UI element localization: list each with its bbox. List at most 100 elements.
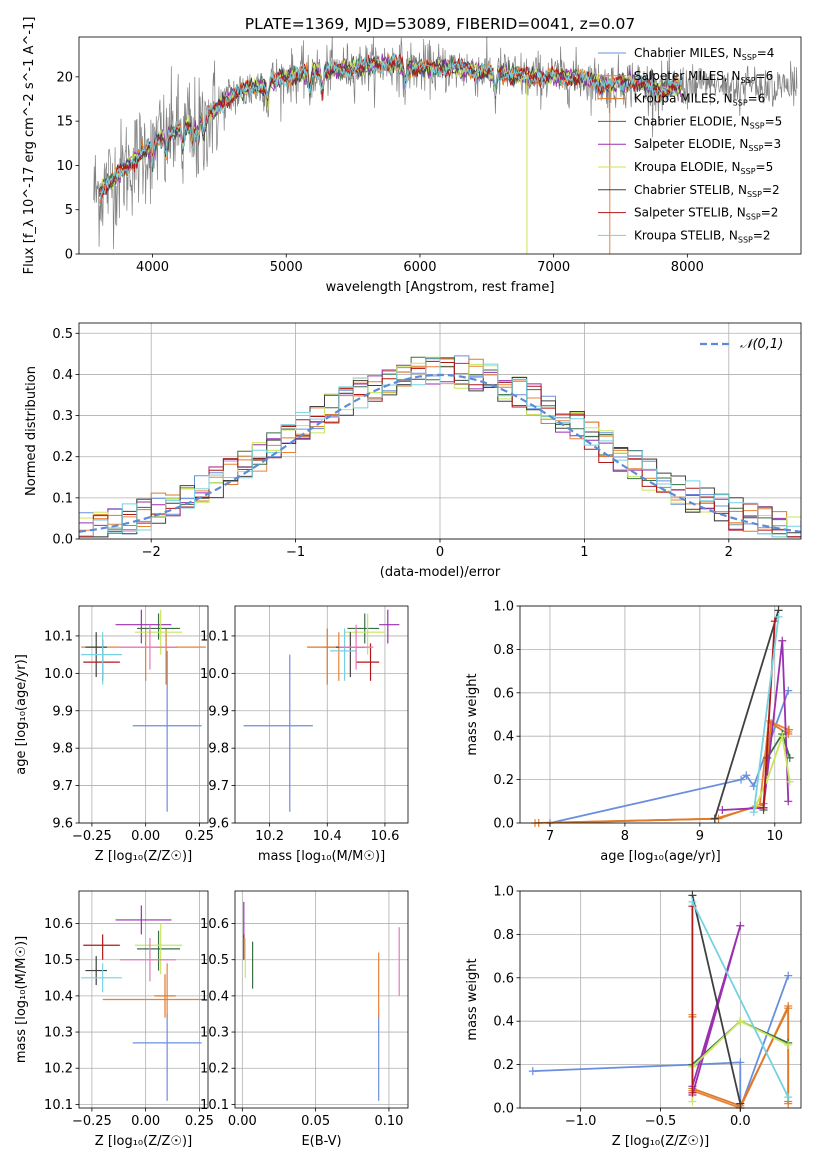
x-tick-label: 10: [766, 829, 783, 844]
y-tick-label: 0.8: [493, 928, 514, 943]
series-marker-krou-stelib: [749, 808, 758, 817]
data-point-salp-elodie: [115, 905, 172, 935]
data-point-krou-stelib: [330, 628, 357, 681]
y-tick-label: 0.3: [52, 409, 73, 424]
y-tick-label: 0.0: [493, 817, 514, 832]
data-point-krou-stelib: [81, 632, 122, 685]
legend-label-sub: SSP: [748, 144, 763, 153]
x-tick-label: 0.05: [301, 1114, 330, 1129]
series-marker-chab-miles: [736, 1058, 745, 1067]
panel-mw_vs_age: 7 8 9 10 0.0 0.2 0.4 0.6 0.8 1.0 age [log₁₀(age/yr…: [465, 600, 802, 864]
y-tick-label: 0.6: [493, 686, 514, 701]
panel-age_vs_mass: 10.2 10.4 10.6 9.6 9.7 9.8 9.9 10.0 10.1 mass [lo…: [200, 605, 409, 864]
x-tick-label: 0.00: [131, 829, 160, 844]
series-line-chab-stelib: [691, 895, 742, 1104]
legend-label-n: =5: [756, 160, 774, 174]
legend-label: Chabrier STELIB, NSSP=2: [634, 183, 780, 199]
y-tick-label: 0.0: [52, 533, 73, 548]
y-axis-label: Normed distribution: [24, 366, 39, 496]
data-point-chab-miles: [132, 1013, 202, 1101]
x-tick-label: −1: [286, 545, 305, 560]
panel-age_vs_Z: −0.25 0.00 0.25 9.6 9.7 9.8 9.9 10.0 10.1 Z [log₁…: [14, 605, 214, 864]
legend-label-sub: SSP: [750, 121, 765, 130]
y-tick-label: 10.1: [200, 629, 229, 644]
series-marker-krou-elodie: [784, 1041, 793, 1050]
series-line-krou-stelib: [752, 616, 780, 813]
series-marker-chab-miles: [737, 775, 746, 784]
data-point-krou-elodie: [344, 613, 385, 655]
data-point-chab-miles: [132, 650, 202, 812]
legend-label: Salpeter MILES, NSSP=6: [634, 69, 773, 85]
x-tick-label: 1: [580, 545, 588, 560]
legend-label-text: Salpeter ELODIE, N: [634, 137, 748, 151]
legend-label: Kroupa ELODIE, NSSP=5: [634, 160, 773, 176]
x-tick-label: 10.4: [313, 829, 342, 844]
x-tick-label: 4000: [136, 260, 169, 275]
panel-spectrum: 4000 5000 6000 7000 8000 0 5 10 15 20 wavelength […: [22, 15, 802, 295]
y-tick-label: 0: [65, 248, 73, 263]
legend-label-sub: SSP: [741, 167, 756, 176]
y-tick-label: 0.4: [493, 730, 514, 745]
data-point-pink: [119, 624, 176, 670]
legend-label-sub: SSP: [742, 53, 757, 62]
y-tick-label: 0.4: [493, 1015, 514, 1030]
series-marker-salp-stelib: [688, 1088, 697, 1097]
x-axis-label: E(B-V): [301, 1134, 341, 1149]
data-point-krou-elodie: [134, 923, 183, 975]
x-tick-label: 10.6: [370, 829, 399, 844]
data-point-pink: [119, 938, 176, 982]
x-tick-label: 0.25: [185, 1114, 214, 1129]
series-marker-krou-stelib: [784, 1093, 793, 1102]
series-marker-chab-miles: [742, 771, 751, 780]
y-tick-label: 9.8: [208, 742, 229, 757]
y-tick-label: 10.4: [200, 989, 229, 1004]
data-point-chab-elodie: [137, 613, 181, 640]
axes-frame: [78, 36, 802, 255]
legend-label-sub: SSP: [741, 76, 756, 85]
data-point-chab-elodie: [137, 930, 181, 971]
data-point-salp-stelib: [83, 934, 120, 960]
x-tick-label: −0.25: [72, 829, 112, 844]
y-tick-label: 0.2: [493, 1058, 514, 1073]
data-point-krou-miles: [154, 974, 176, 1018]
x-axis-label: Z [log₁₀(Z/Z☉)]: [95, 849, 192, 864]
x-axis-label: age [log₁₀(age/yr)]: [600, 849, 721, 864]
y-tick-label: 10.1: [44, 629, 73, 644]
series-marker-chab-stelib: [710, 814, 719, 823]
legend-label-text: Chabrier ELODIE, N: [634, 114, 750, 128]
series-marker-salp-elodie: [778, 636, 787, 645]
series-line-krou-stelib: [691, 901, 790, 1098]
x-tick-label: 9: [696, 829, 704, 844]
x-tick-label: 0.00: [131, 1114, 160, 1129]
data-point-salp-miles: [102, 963, 204, 1018]
y-tick-label: 10.0: [44, 667, 73, 682]
x-axis-label: wavelength [Angstrom, rest frame]: [326, 280, 555, 295]
y-tick-label: 0.0: [493, 1102, 514, 1117]
y-tick-label: 10.2: [200, 1062, 229, 1077]
y-axis-label: mass weight: [465, 673, 480, 755]
y-tick-label: 1.0: [493, 600, 514, 615]
x-tick-label: 0.00: [228, 1114, 257, 1129]
y-tick-label: 10.5: [200, 953, 229, 968]
y-tick-label: 10.1: [200, 1098, 229, 1113]
legend-label-n: =4: [757, 46, 775, 60]
series-marker-salp-elodie: [718, 805, 727, 814]
x-axis-label: Z [log₁₀(Z/Z☉)]: [612, 1134, 709, 1149]
y-tick-label: 0.8: [493, 643, 514, 658]
y-tick-label: 20: [56, 70, 73, 85]
data-point-chab-stelib: [85, 956, 107, 986]
y-tick-label: 10.0: [200, 667, 229, 682]
y-tick-label: 10.6: [44, 917, 73, 932]
x-tick-label: 7000: [537, 260, 570, 275]
chart-title: PLATE=1369, MJD=53089, FIBERID=0041, z=0…: [245, 15, 635, 33]
data-point-salp-elodie: [379, 609, 400, 644]
series-line-chab-stelib: [713, 610, 780, 819]
y-axis-label: mass weight: [465, 958, 480, 1040]
legend-label: Salpeter STELIB, NSSP=2: [634, 206, 778, 222]
axes-frame: [234, 605, 409, 824]
y-tick-label: 15: [56, 115, 73, 130]
y-tick-label: 9.9: [52, 704, 73, 719]
y-tick-label: 10.1: [44, 1098, 73, 1113]
y-tick-label: 9.7: [208, 779, 229, 794]
